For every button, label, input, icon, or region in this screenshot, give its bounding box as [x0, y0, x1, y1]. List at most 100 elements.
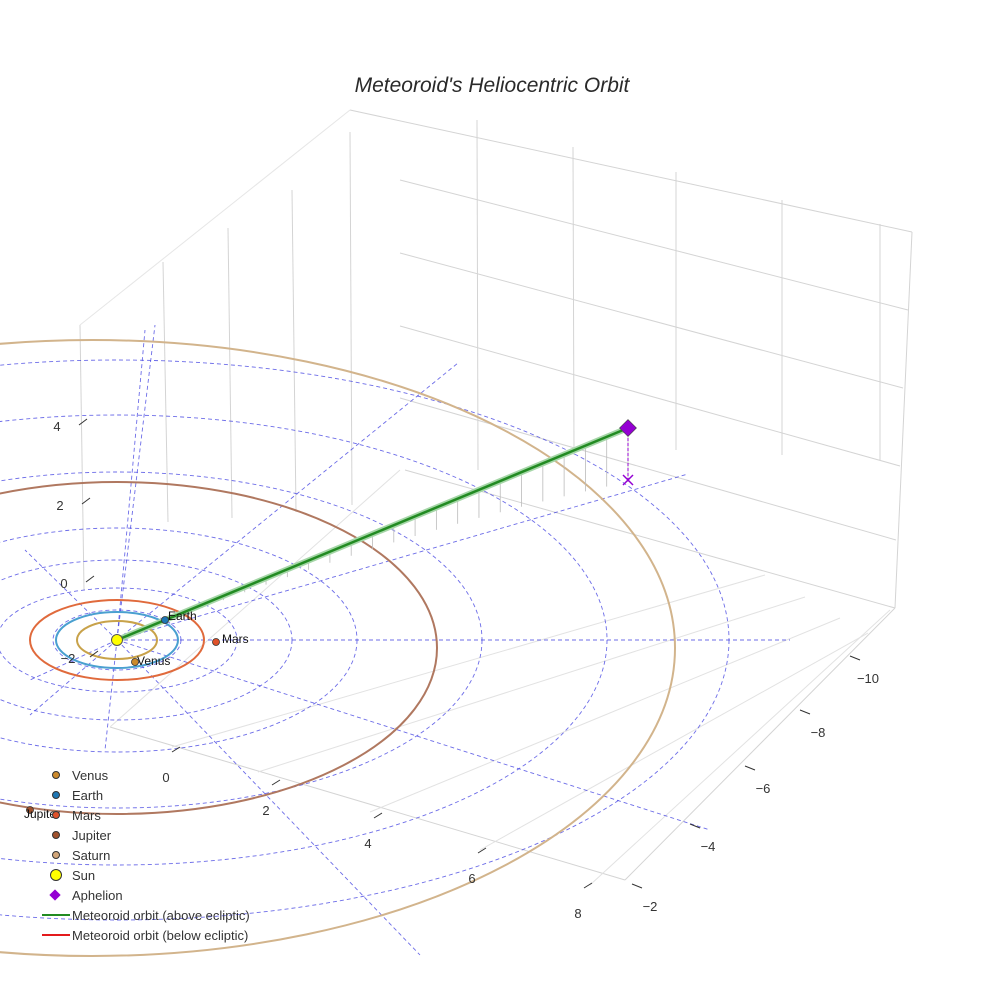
sun-marker [111, 634, 123, 646]
legend-symbol [20, 765, 72, 785]
z-tick-label: 2 [56, 498, 63, 513]
legend-item[interactable]: Sun [20, 865, 250, 885]
grid-line [399, 397, 897, 541]
legend-label: Jupiter [72, 827, 112, 843]
x-tick-label: 0 [162, 770, 169, 785]
reference-spoke [116, 473, 689, 641]
reference-spoke [116, 639, 421, 956]
mars-orbit [29, 599, 205, 681]
planet-label-venus: Venus [137, 654, 170, 668]
grid-line [399, 252, 904, 389]
grid-line [589, 609, 891, 886]
grid-line [369, 617, 841, 813]
legend-item[interactable]: Aphelion [20, 885, 250, 905]
ecliptic-reference-grid [0, 324, 790, 956]
mars-marker [212, 638, 220, 646]
legend: Venus Earth Mars Jupiter Saturn Sun Aphelion Me… [20, 765, 250, 945]
z-tick-label: −2 [61, 651, 76, 666]
z-tick-mark [81, 497, 91, 505]
reference-spoke [29, 639, 118, 716]
legend-item[interactable]: Meteoroid orbit (above ecliptic) [20, 905, 250, 925]
aphelion-projection-marker [622, 474, 634, 486]
grid-line [349, 109, 913, 233]
grid-line [399, 325, 901, 467]
saturn-orbit [0, 339, 676, 957]
planet-label-jupiter: Jupiter [24, 807, 60, 821]
legend-item[interactable]: Saturn [20, 845, 250, 865]
grid-line [399, 179, 909, 311]
x-tick-label: 2 [262, 803, 269, 818]
x-tick-mark [171, 746, 181, 753]
legend-label: Meteoroid orbit (below ecliptic) [72, 927, 249, 943]
legend-item[interactable]: Jupiter [20, 825, 250, 845]
grid-line [476, 119, 479, 471]
legend-marker [52, 831, 60, 839]
legend-item[interactable]: Meteoroid orbit (below ecliptic) [20, 925, 250, 945]
grid-line [162, 261, 169, 523]
grid-line [479, 632, 869, 851]
y-tick-label: −2 [643, 899, 658, 914]
reference-spoke [24, 549, 118, 641]
y-tick-mark [689, 823, 701, 829]
y-tick-label: −8 [811, 725, 826, 740]
earth-orbit [55, 611, 179, 669]
reference-spoke [116, 362, 459, 641]
grid-line [404, 469, 896, 609]
grid-line [349, 131, 353, 506]
meteoroid-orbit [114, 425, 634, 643]
z-tick-mark [89, 650, 99, 658]
y-tick-mark [799, 709, 811, 715]
z-tick-label: 4 [53, 419, 60, 434]
legend-marker [50, 869, 62, 881]
legend-symbol [20, 825, 72, 845]
jupiter-marker [26, 806, 34, 814]
legend-item[interactable]: Earth [20, 785, 250, 805]
z-tick-mark [78, 418, 88, 426]
reference-spoke [29, 639, 118, 681]
legend-marker [52, 791, 60, 799]
grid-line [79, 324, 85, 591]
y-tick-label: −10 [857, 671, 879, 686]
x-tick-mark [477, 847, 487, 854]
legend-item[interactable]: Venus [20, 765, 250, 785]
legend-marker [42, 914, 70, 916]
chart-title: Meteoroid's Heliocentric Orbit [354, 74, 630, 97]
legend-label: Saturn [72, 847, 111, 863]
legend-symbol [20, 845, 72, 865]
legend-marker [52, 771, 60, 779]
reference-spoke [116, 324, 156, 641]
y-tick-label: −4 [701, 839, 716, 854]
meteoroid-orbit-above [116, 426, 629, 642]
legend-label: Mars [72, 807, 101, 823]
x-tick-mark [271, 779, 281, 786]
grid-line [291, 189, 297, 513]
legend-symbol [20, 885, 72, 905]
grid-line [79, 109, 351, 326]
reference-spoke [104, 639, 118, 751]
legend-item[interactable]: Mars [20, 805, 250, 825]
x-tick-label: 6 [468, 871, 475, 886]
grid-line [109, 469, 401, 728]
axis-ticks: 0 2 4 6 8 −10 −8 −6 −4 −2 4 2 0 −2 [53, 418, 879, 921]
z-tick-label: 0 [60, 576, 67, 591]
grid-line [227, 227, 233, 519]
grid-line [171, 574, 766, 748]
y-tick-label: −6 [756, 781, 771, 796]
legend-label: Aphelion [72, 887, 123, 903]
aphelion-marker [619, 419, 637, 437]
legend-marker [52, 851, 60, 859]
x-tick-mark [583, 882, 593, 889]
legend-symbol [20, 805, 72, 825]
grid-line [624, 607, 896, 881]
legend-symbol [20, 865, 72, 885]
planet-label-earth: Earth [168, 609, 197, 623]
legend-symbol [20, 905, 72, 925]
planet-label-mars: Mars [222, 632, 249, 646]
x-tick-label: 8 [574, 906, 581, 921]
x-tick-label: 4 [364, 836, 371, 851]
legend-label: Earth [72, 787, 104, 803]
venus-marker [131, 658, 139, 666]
grid-line [109, 726, 626, 881]
x-tick-mark [373, 812, 383, 819]
